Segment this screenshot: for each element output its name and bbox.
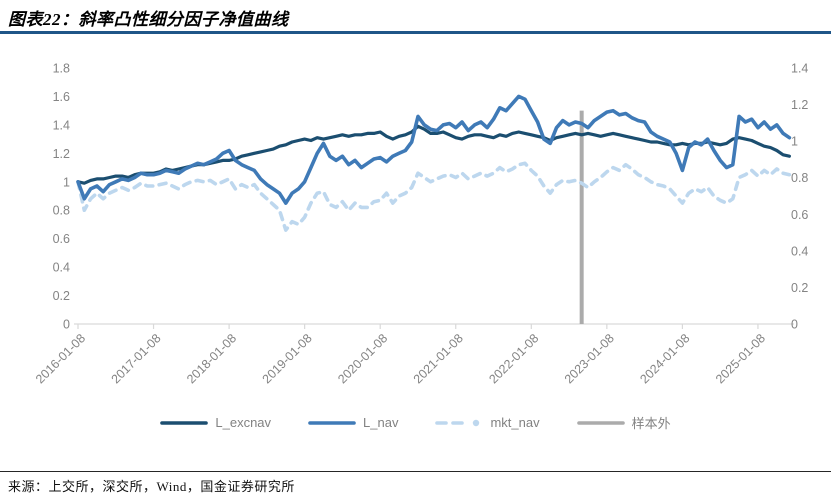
left-axis-tick-label: 1.8 xyxy=(53,62,70,76)
x-axis-tick-label: 2018-01-08 xyxy=(184,331,239,386)
legend-swatch-line xyxy=(160,420,209,425)
right-axis-tick-label: 0.2 xyxy=(791,281,808,295)
nav-curve-chart: 0 0.2 0.4 0.6 0.8 1 1.2 1.4 1.6 1.8 0 0.2 0.4 0.6 0.8 1… xyxy=(33,62,808,387)
legend-swatch-line xyxy=(308,420,356,425)
right-axis-tick-label: 1.2 xyxy=(791,98,808,112)
right-axis-tick-label: 0.6 xyxy=(791,208,808,222)
figure-title: 图表22：斜率凸性细分因子净值曲线 xyxy=(8,10,289,29)
legend-label: L_nav xyxy=(363,415,399,430)
x-axis-tick-label: 2016-01-08 xyxy=(33,331,88,386)
legend-swatch-dashed-line xyxy=(435,419,480,426)
x-axis-tick-label: 2024-01-08 xyxy=(637,331,692,386)
right-axis-tick-label: 0.8 xyxy=(791,171,808,185)
left-axis-tick-label: 0.2 xyxy=(53,289,70,303)
x-axis-tick-label: 2020-01-08 xyxy=(335,331,390,386)
left-axis-tick-label: 0.6 xyxy=(53,232,70,246)
left-axis-tick-label: 1 xyxy=(63,175,70,189)
legend-item-mkt-nav: mkt_nav xyxy=(435,415,540,430)
legend-item-l-excnav: L_excnav xyxy=(160,415,271,430)
left-axis-tick-label: 0.4 xyxy=(53,261,70,275)
series-line-L_nav xyxy=(76,94,792,205)
right-axis-tick-label: 0.4 xyxy=(791,244,808,258)
legend-item-l-nav: L_nav xyxy=(308,415,398,430)
x-axis-line xyxy=(74,323,794,329)
legend-label: mkt_nav xyxy=(490,415,540,430)
x-axis-tick-label: 2023-01-08 xyxy=(562,331,617,386)
left-axis-tick-label: 1.4 xyxy=(53,118,70,132)
series-line-L_excnav xyxy=(76,124,792,185)
legend-label: L_excnav xyxy=(215,415,272,430)
left-axis-tick-label: 1.6 xyxy=(53,90,70,104)
right-axis-tick-label: 0 xyxy=(791,318,798,332)
footer-divider xyxy=(0,471,831,472)
right-axis-tick-label: 1.4 xyxy=(791,62,808,76)
title-divider xyxy=(0,31,831,34)
legend-label: 样本外 xyxy=(631,416,671,431)
legend-item-sample-out: 样本外 xyxy=(576,413,671,432)
x-axis-tick-label: 2022-01-08 xyxy=(486,331,541,386)
x-axis-tick-label: 2019-01-08 xyxy=(260,331,315,386)
right-axis-tick-label: 1 xyxy=(791,135,798,149)
x-axis-tick-label: 2021-01-08 xyxy=(411,331,466,386)
left-axis-tick-label: 0.8 xyxy=(53,204,70,218)
x-axis-tick-label: 2017-01-08 xyxy=(109,331,164,386)
x-axis-tick-label: 2025-01-08 xyxy=(713,331,768,386)
series-line-mkt_nav xyxy=(76,161,792,232)
chart-legend: L_excnav L_nav mkt_nav 样本外 xyxy=(0,413,831,432)
left-axis-tick-label: 0 xyxy=(63,318,70,332)
source-note: 来源：上交所，深交所，Wind，国金证券研究所 xyxy=(8,479,295,494)
legend-swatch-line xyxy=(576,420,625,425)
left-axis-tick-label: 1.2 xyxy=(53,147,70,161)
